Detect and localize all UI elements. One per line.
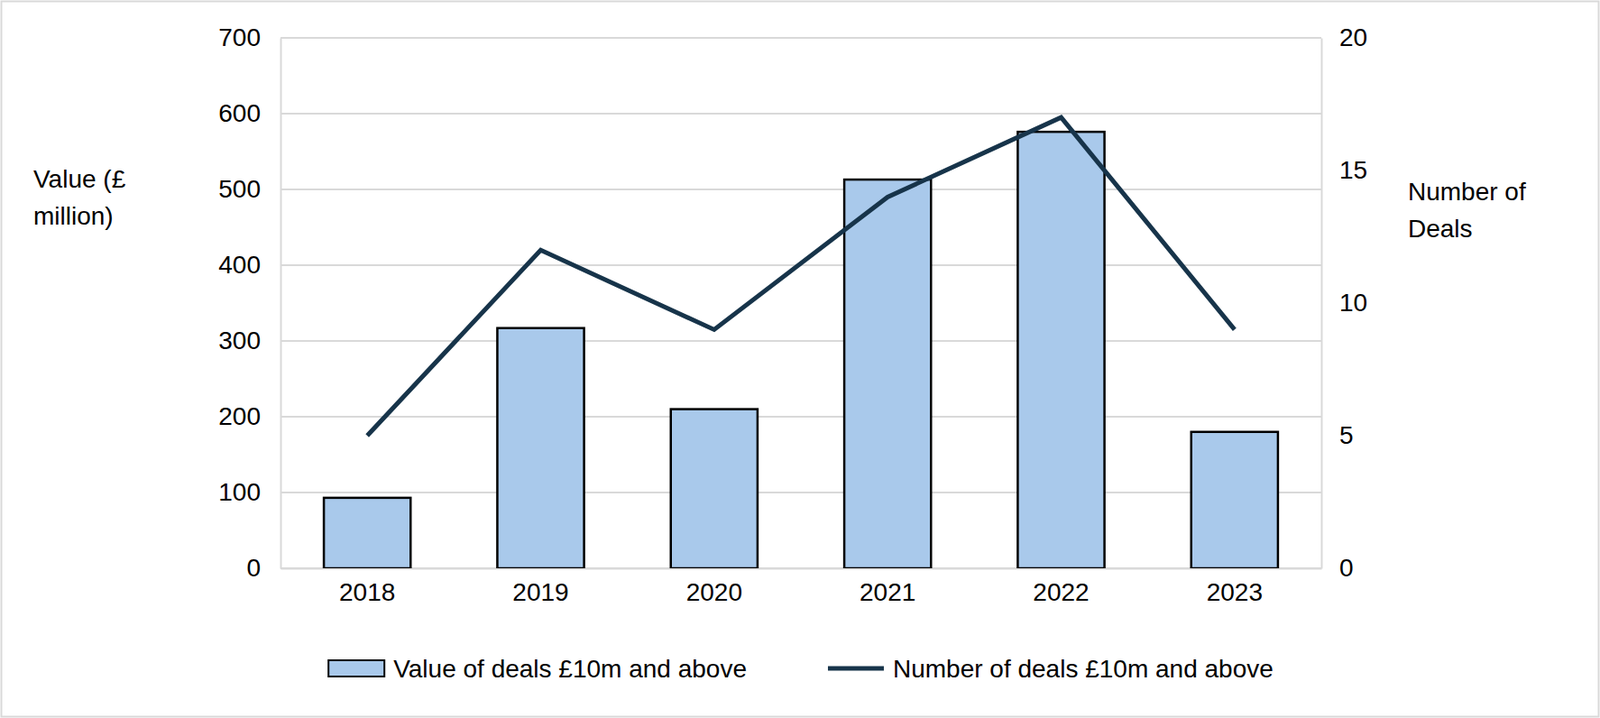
y2-tick-label: 20: [1339, 23, 1368, 52]
y-tick: 400: [218, 250, 281, 279]
y-tick: 300: [218, 326, 281, 355]
y-tick: 600: [218, 99, 281, 128]
grid: [280, 37, 1322, 569]
y2-tick: 15: [1321, 156, 1368, 184]
legend-swatch: [827, 666, 884, 672]
y2-tick-label: 0: [1339, 553, 1354, 582]
bar: [671, 409, 758, 569]
y-tick-label: 300: [218, 326, 261, 355]
y-tick-label: 0: [246, 553, 261, 582]
y2-axis-line: [1321, 38, 1324, 570]
y-tick: 0: [246, 553, 281, 582]
x-tick: 2018: [339, 568, 396, 607]
x-tick-label: 2019: [512, 578, 569, 607]
y2-tick-label: 15: [1339, 156, 1368, 184]
x-tick-label: 2020: [686, 578, 743, 607]
legend-label: Value of deals £10m and above: [393, 654, 747, 683]
y-tick-label: 100: [218, 478, 261, 506]
x-tick: 2019: [512, 568, 569, 607]
x-tick-label: 2022: [1032, 578, 1089, 607]
y-axis-line: [280, 38, 283, 570]
y2-tick: 5: [1321, 421, 1354, 450]
y-tick-label: 600: [218, 99, 261, 128]
bar: [1017, 131, 1104, 569]
y-tick-label: 400: [218, 250, 261, 279]
label-line: million): [33, 202, 114, 230]
legend: Value of deals £10m and above Number of d…: [328, 654, 1274, 683]
bar: [323, 497, 411, 569]
label-line: Value (£: [33, 165, 127, 194]
x-tick: 2022: [1032, 568, 1089, 607]
label-line: Deals: [1407, 214, 1473, 243]
y2-tick: 0: [1321, 553, 1354, 582]
legend-label: Number of deals £10m and above: [892, 654, 1274, 683]
y-tick: 100: [218, 478, 281, 506]
x-tick-label: 2018: [339, 578, 396, 607]
y2-tick: 20: [1321, 23, 1368, 52]
grid-line: [280, 188, 1322, 191]
x-tick: 2023: [1206, 568, 1263, 607]
x-axis: 2018 2019 2020 2021 2022 2023: [281, 568, 1323, 607]
label-line: Number of: [1407, 177, 1527, 206]
y2-axis-title: Number of Deals: [1407, 177, 1527, 243]
y-tick-label: 500: [218, 174, 261, 203]
x-axis-line: [281, 568, 1323, 571]
y-tick-label: 200: [218, 402, 261, 431]
grid-line: [280, 491, 1322, 494]
bar: [844, 179, 931, 569]
legend-entry: Number of deals £10m and above: [827, 654, 1274, 683]
x-tick: 2020: [686, 568, 743, 607]
grid-line: [280, 36, 1322, 39]
grid-line: [280, 112, 1322, 115]
y-axis-title: Value (£ million): [33, 165, 127, 230]
legend-entry: Value of deals £10m and above: [328, 654, 747, 683]
x-tick-label: 2023: [1206, 578, 1263, 607]
bar-series: [323, 131, 1279, 569]
y-tick: 200: [218, 402, 281, 431]
x-tick-label: 2021: [859, 578, 916, 607]
y2-tick-label: 5: [1339, 421, 1354, 450]
legend-swatch: [328, 660, 385, 677]
y2-tick: 10: [1321, 288, 1368, 317]
chart: 0100200300400500600700051015202018201920…: [0, 0, 1600, 718]
line: [367, 117, 1235, 436]
y2-axis: 0 5 10 15 20: [1321, 23, 1368, 582]
frame: [1, 1, 1600, 718]
marks: [323, 117, 1279, 569]
y2-tick-label: 10: [1339, 288, 1368, 317]
y-tick-label: 700: [218, 23, 261, 52]
y-axis: 0 100 200 300 400 500 600 700: [218, 23, 281, 582]
grid-line: [280, 340, 1322, 342]
bar: [496, 328, 584, 569]
x-tick: 2021: [859, 568, 916, 607]
bar: [1191, 432, 1279, 569]
grid-line: [280, 415, 1322, 418]
grid-line: [280, 567, 1322, 570]
y-tick: 700: [218, 23, 281, 52]
y-tick: 500: [218, 174, 281, 203]
plot: 0100200300400500600700051015202018201920…: [218, 23, 1368, 606]
